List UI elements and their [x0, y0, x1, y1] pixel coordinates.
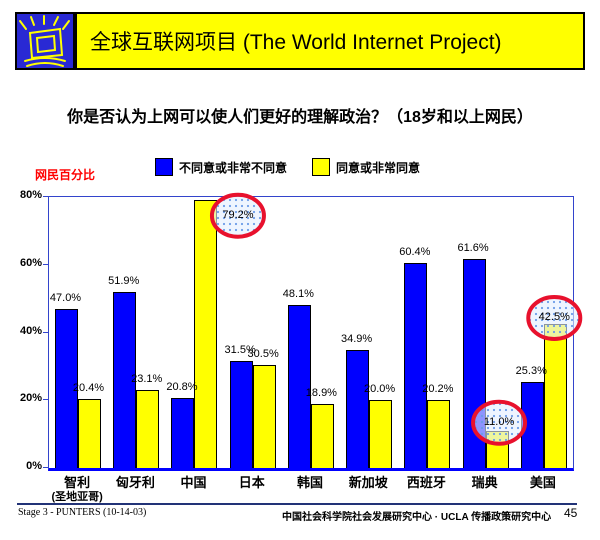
bar-value-label: 79.2%	[222, 208, 254, 221]
legend-item-disagree: 不同意或非常不同意	[155, 158, 287, 176]
bar-value-label: 34.9%	[341, 332, 373, 345]
bar-value-label: 42.5%	[538, 311, 570, 324]
x-axis-category-label: 西班牙	[406, 475, 446, 490]
bar-disagree	[287, 305, 311, 468]
bar-value-label: 25.3%	[515, 365, 547, 378]
y-axis-tick-mark	[43, 331, 48, 333]
footer-divider	[17, 503, 577, 505]
slide-title-banner: 全球互联网项目 (The World Internet Project)	[75, 12, 585, 70]
bar-value-label: 47.0%	[49, 291, 82, 304]
y-axis-tick-label: 20%	[19, 392, 42, 405]
question-text: 你是否认为上网可以使人们更好的理解政治？（18岁和以上网民）	[67, 109, 533, 126]
x-axis-category-label: 瑞典	[471, 475, 498, 490]
bar-chart-plot-area	[48, 196, 574, 471]
x-axis-category-label: 智利	[64, 475, 91, 490]
bar-disagree	[346, 349, 370, 468]
bar-value-label: 20.0%	[364, 383, 396, 396]
footer-stage-text: Stage 3 - PUNTERS (10-14-03)	[18, 507, 147, 518]
bar-value-label: 48.1%	[282, 288, 314, 301]
bar-value-label: 20.8%	[166, 380, 198, 393]
y-axis-tick-mark	[43, 196, 48, 197]
legend-label-agree: 同意或非常同意	[336, 160, 421, 175]
bar-value-label: 61.6%	[457, 242, 489, 255]
bar-agree	[310, 403, 334, 468]
bar-agree	[543, 324, 567, 468]
x-axis-category-label: 匈牙利	[115, 475, 155, 490]
slide-title: 全球互联网项目 (The World Internet Project)	[90, 31, 502, 54]
y-axis-tick-mark	[43, 263, 48, 265]
bar-value-label: 30.5%	[247, 347, 279, 360]
bar-value-label: 60.4%	[399, 246, 431, 259]
bar-agree	[427, 399, 451, 468]
bar-value-label: 20.4%	[72, 381, 105, 394]
legend-swatch-disagree	[155, 158, 173, 176]
bar-value-label: 18.9%	[305, 386, 337, 399]
bar-value-label: 31.5%	[224, 344, 256, 357]
bar-disagree	[404, 263, 428, 468]
legend-swatch-agree	[312, 158, 331, 176]
bar-agree	[194, 199, 218, 468]
bar-disagree	[229, 361, 253, 468]
legend-item-agree: 同意或非常同意	[312, 158, 420, 176]
page-number: 45	[564, 506, 578, 520]
bar-value-label: 20.2%	[422, 382, 454, 395]
bar-value-label: 51.9%	[108, 275, 140, 288]
bar-disagree	[171, 397, 195, 468]
footer-institution-text: 中国社会科学院社会发展研究中心 · UCLA 传播政策研究中心	[282, 512, 552, 523]
bar-disagree	[520, 382, 544, 468]
y-axis-title: 网民百分比	[35, 168, 96, 182]
x-axis-category-label: 日本	[238, 475, 265, 490]
x-axis-category-label: 中国	[180, 475, 207, 490]
bar-agree	[485, 430, 509, 468]
y-axis-tick-mark	[43, 467, 48, 468]
y-axis-tick-label: 60%	[19, 256, 42, 269]
shining-screen-icon-drawing	[19, 15, 70, 67]
bar-disagree	[462, 259, 486, 468]
bar-disagree	[113, 292, 137, 468]
bar-disagree	[55, 308, 78, 468]
y-axis-tick-label: 80%	[19, 189, 42, 201]
x-axis-category-sublabel: (圣地亚哥)	[51, 491, 103, 503]
legend-label-disagree: 不同意或非常不同意	[179, 160, 288, 175]
y-axis-tick-label: 40%	[19, 324, 42, 337]
x-axis-category-label: 韩国	[296, 475, 323, 490]
bar-value-label: 11.0%	[483, 415, 515, 428]
y-axis-tick-label: 0%	[26, 460, 42, 472]
shining-screen-icon	[15, 12, 75, 70]
chart-legend: 不同意或非常不同意 同意或非常同意	[155, 158, 445, 176]
bar-agree	[369, 400, 393, 468]
bar-agree	[252, 364, 276, 468]
bar-agree	[136, 389, 160, 468]
bar-value-label: 23.1%	[131, 372, 163, 385]
y-axis-tick-mark	[43, 399, 48, 401]
x-axis-category-label: 新加坡	[348, 475, 388, 490]
bar-agree	[78, 398, 101, 468]
x-axis-category-label: 美国	[529, 475, 556, 490]
